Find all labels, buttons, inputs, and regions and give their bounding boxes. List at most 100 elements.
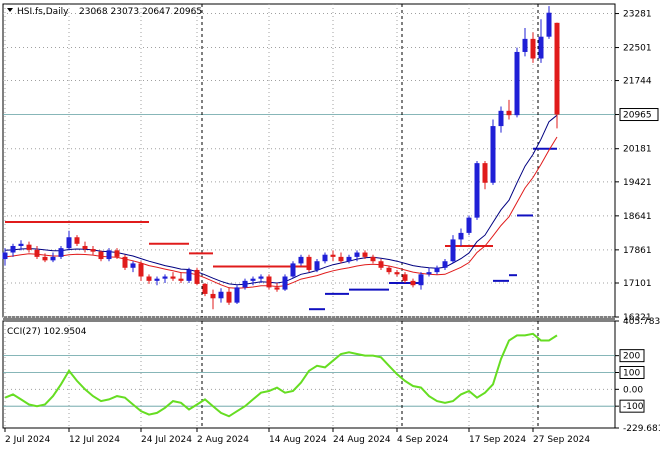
bear-candle-body	[194, 269, 200, 284]
bear-candle-body	[34, 249, 40, 257]
bull-candle-body	[546, 12, 552, 37]
bull-candle-body	[474, 163, 480, 218]
time-tick-label: 12 Jul 2024	[69, 435, 120, 445]
bull-candle-body	[218, 291, 224, 299]
price-tick-label: 20965	[623, 111, 652, 121]
price-tick-label: 21744	[623, 77, 652, 87]
cci-series	[4, 332, 558, 418]
cci-tick-label: 0.00	[623, 385, 643, 395]
last-price-box	[619, 108, 659, 122]
cci-line	[4, 332, 558, 418]
bull-candle-body	[106, 250, 112, 260]
bear-candle-body	[74, 237, 80, 244]
bull-candle-body	[154, 278, 160, 281]
cci-tick-label: -100	[623, 402, 644, 412]
bull-candle-body	[66, 237, 72, 249]
bear-candle-body	[394, 272, 400, 275]
bear-candle-body	[26, 244, 32, 250]
bull-candle-body	[466, 217, 472, 233]
bear-candle-body	[410, 280, 416, 286]
bear-candle-body	[506, 110, 512, 116]
bull-candle-body	[186, 269, 192, 281]
bear-candle-body	[386, 267, 392, 273]
moving-average-lines	[4, 114, 558, 289]
bear-candle-body	[42, 256, 48, 261]
bull-candle-body	[162, 276, 168, 279]
bull-candle-body	[258, 276, 264, 279]
time-tick-label: 2 Aug 2024	[197, 435, 249, 445]
time-tick-label: 14 Aug 2024	[269, 435, 327, 445]
fast-ma-line	[4, 114, 558, 286]
bull-candle-body	[490, 126, 496, 183]
time-tick-label: 24 Jul 2024	[141, 435, 192, 445]
price-tick-label: 16321	[623, 313, 652, 323]
bull-candle-body	[426, 272, 432, 275]
bull-candle-body	[458, 232, 464, 240]
ohlc-label: 23068 23073 20647 20965	[79, 7, 202, 17]
bear-candle-body	[306, 256, 312, 270]
price-tick-label: 18641	[623, 212, 652, 222]
axis-labels: 23281 22501 21744 20965 20181 19421 18641 17861…	[4, 10, 660, 445]
bear-candle-body	[330, 254, 336, 257]
bull-candle-body	[450, 239, 456, 262]
bull-candle-body	[242, 280, 248, 288]
bear-candle-body	[122, 256, 128, 268]
bear-candle-body	[90, 249, 96, 252]
bull-candle-body	[290, 263, 296, 277]
bull-candle-body	[18, 243, 24, 246]
time-tick-label: 2 Jul 2024	[5, 435, 50, 445]
cci-tick-label: 200	[623, 352, 640, 362]
cci-tick-label: 405.7837	[623, 317, 660, 327]
bear-candle-body	[378, 261, 384, 268]
cci-level-box	[619, 349, 645, 363]
bear-candle-body	[266, 276, 272, 288]
bull-candle-body	[322, 254, 328, 262]
price-tick-label: 22501	[623, 44, 652, 54]
bull-candle-body	[10, 245, 16, 253]
bull-candle-body	[298, 256, 304, 264]
bull-candle-body	[50, 256, 56, 261]
bear-candle-body	[146, 276, 152, 281]
bear-candle-body	[402, 274, 408, 281]
time-tick-label: 24 Aug 2024	[333, 435, 391, 445]
bull-candle-body	[442, 261, 448, 268]
candles	[2, 6, 560, 310]
bull-candle-body	[538, 36, 544, 59]
bull-candle-body	[522, 38, 528, 52]
bear-candle-body	[202, 283, 208, 294]
bear-candle-body	[226, 291, 232, 303]
bear-candle-body	[98, 251, 104, 260]
cci-level-box	[619, 365, 645, 379]
bull-candle-body	[130, 263, 136, 268]
bull-candle-body	[434, 267, 440, 273]
bear-candle-body	[170, 276, 176, 279]
bear-candle-body	[338, 256, 344, 262]
bear-candle-body	[210, 293, 216, 299]
slow-ma-line	[4, 136, 558, 289]
cci-tick-label: 100	[623, 368, 640, 378]
symbol-label: HSI.fs,Daily	[17, 7, 69, 17]
time-tick-label: 4 Sep 2024	[397, 435, 449, 445]
bull-candle-body	[2, 252, 8, 260]
price-tick-label: 20181	[623, 145, 652, 155]
bear-candle-body	[178, 278, 184, 281]
price-tick-label: 23281	[623, 10, 652, 20]
bear-candle-body	[274, 287, 280, 290]
vertical-markers	[201, 4, 539, 428]
bear-candle-body	[82, 245, 88, 250]
cci-tick-label: -229.6815	[623, 424, 660, 434]
cci-pane-frame	[2, 320, 616, 429]
time-tick-label: 17 Sep 2024	[469, 435, 526, 445]
cci-label: CCI(27) 102.9504	[7, 327, 87, 337]
bear-candle-body	[138, 263, 144, 277]
main-grid	[3, 4, 615, 318]
dropdown-arrow-icon[interactable]	[7, 8, 13, 12]
bear-candle-body	[554, 22, 560, 115]
bear-candle-body	[114, 250, 120, 257]
bull-candle-body	[234, 287, 240, 303]
bear-candle-body	[370, 256, 376, 262]
bull-candle-body	[282, 276, 288, 290]
price-tick-label: 17101	[623, 279, 652, 289]
bull-candle-body	[498, 110, 504, 127]
